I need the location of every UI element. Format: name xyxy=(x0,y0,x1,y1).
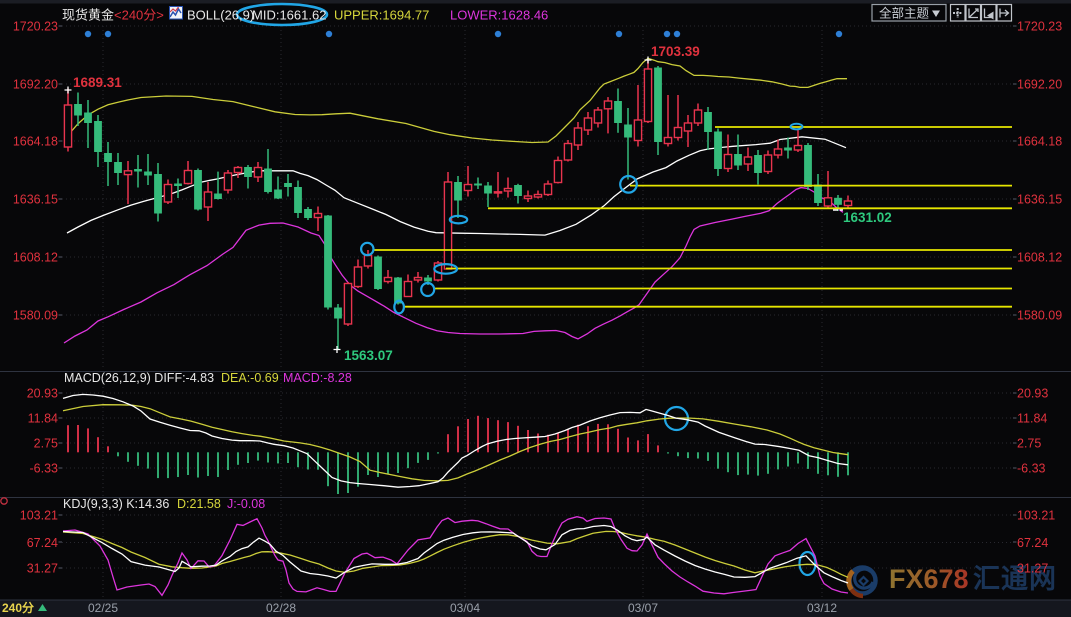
svg-text:1580.09: 1580.09 xyxy=(1017,309,1062,323)
svg-text:11.84: 11.84 xyxy=(28,412,58,426)
svg-text:MID:1661.62: MID:1661.62 xyxy=(252,8,326,23)
svg-text:1563.07: 1563.07 xyxy=(344,348,393,363)
svg-text:汇通网: 汇通网 xyxy=(973,564,1057,594)
svg-text:31.27: 31.27 xyxy=(27,562,58,576)
svg-text:67.24: 67.24 xyxy=(1017,536,1048,550)
svg-text:D:21.58: D:21.58 xyxy=(177,497,221,511)
svg-text:02/25: 02/25 xyxy=(88,601,118,615)
svg-text:现货黄金: 现货黄金 xyxy=(62,8,114,23)
svg-text:240分: 240分 xyxy=(2,600,34,615)
svg-text:1692.20: 1692.20 xyxy=(1017,78,1062,92)
svg-text:03/12: 03/12 xyxy=(807,601,837,615)
svg-text:-6.33: -6.33 xyxy=(1017,462,1046,476)
svg-text:1720.23: 1720.23 xyxy=(1017,20,1062,34)
svg-text:UPPER:1694.77: UPPER:1694.77 xyxy=(334,8,429,23)
svg-text:1720.23: 1720.23 xyxy=(13,20,58,34)
svg-text:1636.15: 1636.15 xyxy=(1017,193,1062,207)
svg-text:1608.12: 1608.12 xyxy=(13,251,58,265)
svg-text:1692.20: 1692.20 xyxy=(13,78,58,92)
svg-text:BOLL(26,9): BOLL(26,9) xyxy=(187,8,254,23)
svg-text:1608.12: 1608.12 xyxy=(1017,251,1062,265)
svg-text:1664.18: 1664.18 xyxy=(13,135,58,149)
svg-text:103.21: 103.21 xyxy=(20,509,58,523)
svg-text:1631.02: 1631.02 xyxy=(843,210,892,225)
svg-text:1703.39: 1703.39 xyxy=(651,44,700,59)
svg-text:1636.15: 1636.15 xyxy=(13,193,58,207)
svg-text:全部主题: 全部主题 xyxy=(879,6,930,21)
svg-text:1580.09: 1580.09 xyxy=(13,309,58,323)
svg-text:MACD:-8.28: MACD:-8.28 xyxy=(283,371,352,385)
svg-text:31.27: 31.27 xyxy=(1017,562,1048,576)
svg-text:2.75: 2.75 xyxy=(34,437,58,451)
svg-text:20.93: 20.93 xyxy=(1017,387,1048,401)
svg-text:<240分>: <240分> xyxy=(114,8,164,23)
svg-text:03/07: 03/07 xyxy=(628,601,658,615)
svg-text:20.93: 20.93 xyxy=(27,387,58,401)
svg-text:1664.18: 1664.18 xyxy=(1017,135,1062,149)
svg-text:KDJ(9,3,3) K:14.36: KDJ(9,3,3) K:14.36 xyxy=(63,497,169,511)
svg-text:FX678: FX678 xyxy=(889,564,969,594)
svg-text:103.21: 103.21 xyxy=(1017,509,1055,523)
svg-text:DEA:-0.69: DEA:-0.69 xyxy=(221,371,279,385)
svg-text:03/04: 03/04 xyxy=(450,601,480,615)
svg-text:-6.33: -6.33 xyxy=(30,462,59,476)
svg-text:11.84: 11.84 xyxy=(1017,412,1047,426)
svg-text:1689.31: 1689.31 xyxy=(73,75,122,90)
svg-text:2.75: 2.75 xyxy=(1017,437,1041,451)
svg-text:J:-0.08: J:-0.08 xyxy=(227,497,265,511)
svg-text:67.24: 67.24 xyxy=(27,536,58,550)
svg-text:LOWER:1628.46: LOWER:1628.46 xyxy=(450,8,548,23)
svg-text:02/28: 02/28 xyxy=(266,601,296,615)
svg-text:MACD(26,12,9) DIFF:-4.83: MACD(26,12,9) DIFF:-4.83 xyxy=(64,371,214,385)
